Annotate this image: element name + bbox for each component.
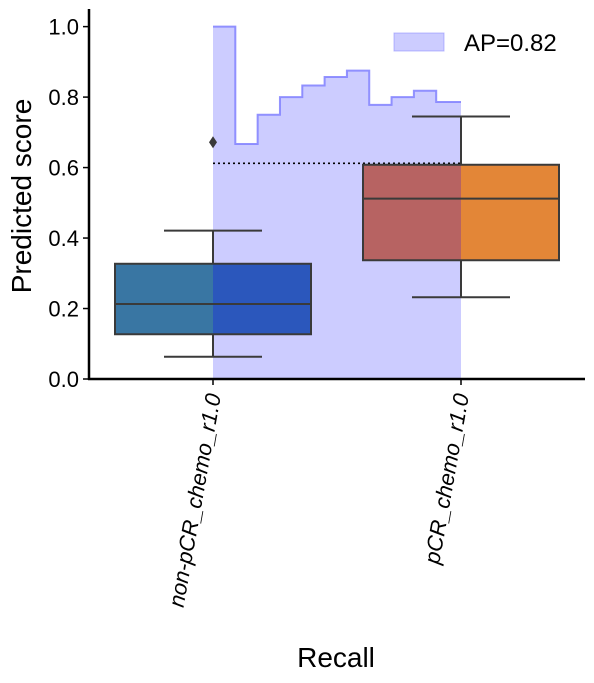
x-axis-title: Recall: [297, 642, 375, 673]
x-tick-label: non-pCR_chemo_r1.0: [164, 391, 226, 609]
y-tick-label: 0.2: [48, 297, 79, 322]
boxplot-layer: [114, 115, 560, 358]
y-tick-label: 0.4: [48, 226, 79, 251]
y-tick-label: 0.6: [48, 156, 79, 181]
legend: AP=0.82: [393, 30, 557, 57]
y-tick-label: 1.0: [48, 15, 79, 40]
outlier-point: [209, 136, 217, 149]
y-tick-label: 0.0: [48, 367, 79, 392]
box-left-half: [115, 263, 213, 335]
box-left-half: [363, 164, 461, 261]
y-axis-title: Predicted score: [6, 99, 37, 294]
legend-label: AP=0.82: [464, 30, 557, 57]
legend-swatch: [393, 32, 445, 52]
x-tick-label: pCR_chemo_r1.0: [419, 391, 474, 567]
box-1: [114, 136, 312, 358]
box-right-half: [461, 164, 559, 261]
y-tick-label: 0.8: [48, 85, 79, 110]
box-right-half: [213, 263, 311, 335]
box-2: [362, 115, 560, 299]
pr-curve-line: [213, 25, 461, 145]
